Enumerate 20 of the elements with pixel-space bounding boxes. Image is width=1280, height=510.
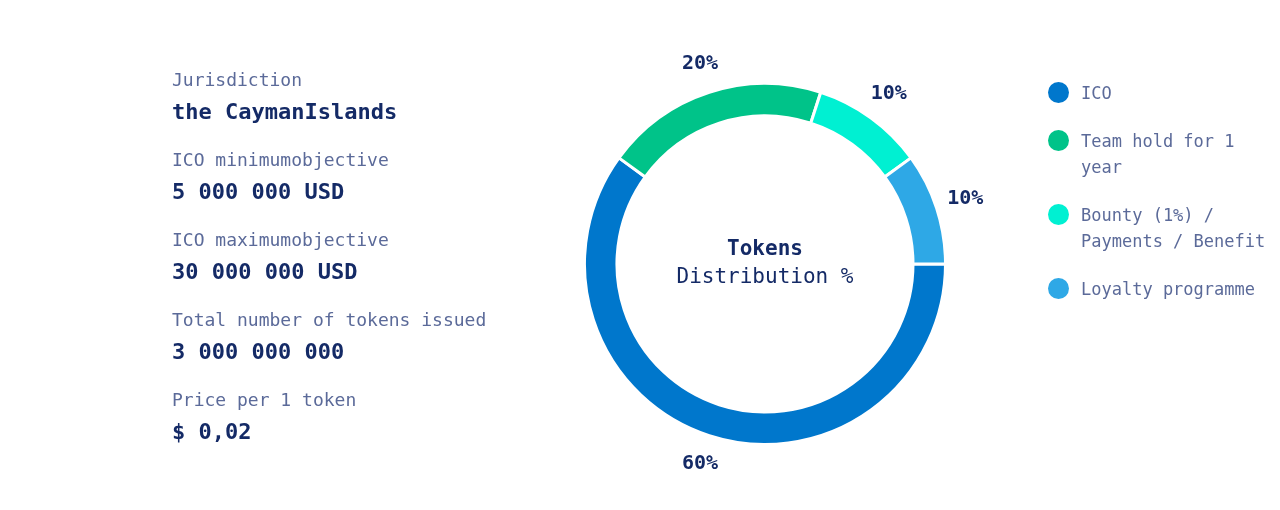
text: Tokens	[726, 235, 804, 262]
text: Price per 1 token	[172, 388, 358, 412]
data-label: 10%	[870, 79, 907, 104]
text: $ 0,02	[172, 418, 253, 446]
text: Total number of tokens issued	[172, 308, 487, 332]
legend-label: Team hold for 1 year	[1081, 130, 1236, 179]
data-label: 10%	[947, 185, 984, 210]
text: the CaymanIslands	[172, 98, 399, 126]
text: 5 000 000 USD	[172, 178, 346, 206]
legend-label: ICO	[1081, 82, 1113, 105]
text: Jurisdiction	[172, 68, 304, 92]
text: ICO minimumobjective	[172, 148, 390, 172]
data-label: 20%	[681, 50, 719, 75]
text: 3 000 000 000	[172, 338, 346, 366]
legend-label: Loyalty programme	[1081, 278, 1256, 301]
text: Distribution %	[675, 263, 855, 290]
data-label: 60%	[681, 450, 719, 475]
legend-label: Bounty (1%) / Payments / Benefit	[1081, 204, 1267, 253]
text: ICO maximumobjective	[172, 228, 390, 252]
text: 30 000 000 USD	[172, 258, 359, 286]
